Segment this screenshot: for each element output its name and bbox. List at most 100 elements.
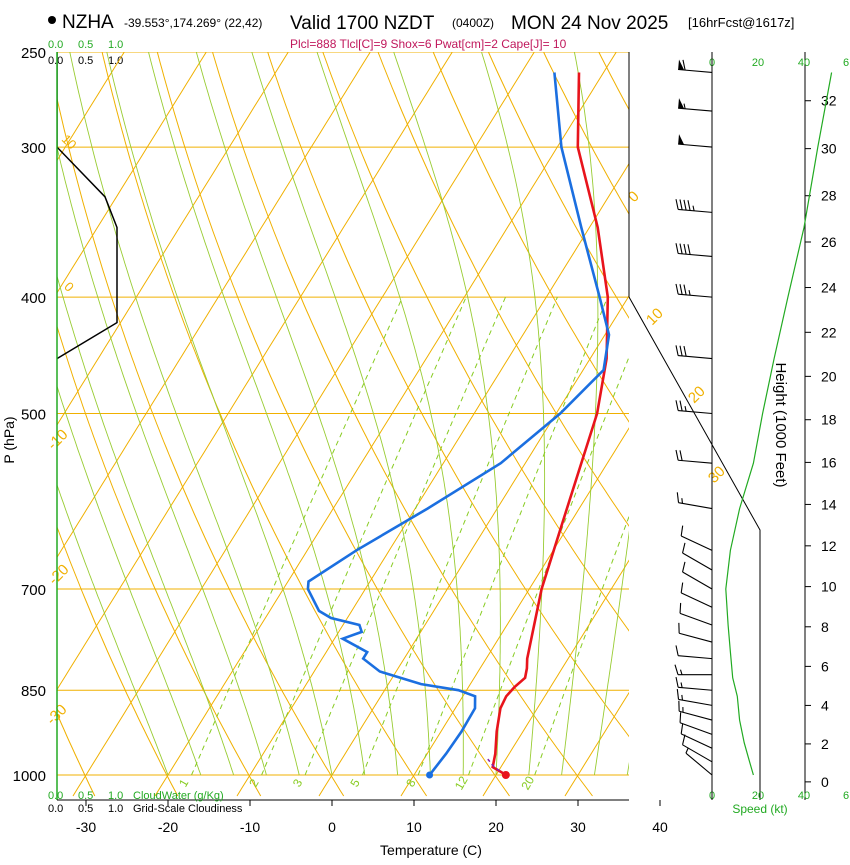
wind-barb-staff	[678, 69, 712, 72]
x-tick-label: -10	[240, 819, 260, 835]
wind-barb-pennant	[678, 98, 684, 108]
cloud-bot-black-tick-1: 0.5	[78, 803, 93, 815]
cloud-fraction-line	[57, 52, 117, 359]
wind-barb-half	[681, 683, 682, 688]
speed-top-tick: 40	[798, 57, 810, 69]
x-tick-label: 40	[652, 819, 668, 835]
wind-barb	[676, 284, 712, 297]
speed-bottom-tick-edge: 6	[843, 790, 849, 802]
isotherm-line	[483, 52, 850, 796]
x-tick-label: 0	[328, 819, 336, 835]
pressure-tick-label: 300	[21, 140, 46, 157]
dry-adiabat-line	[47, 52, 344, 796]
cloud-top2-tick-1: 0.5	[78, 55, 93, 67]
wind-barb-half	[685, 406, 686, 411]
wind-panel: 0246810121416182022242628303200202040406…	[629, 52, 849, 802]
wind-barb-flag	[675, 665, 678, 675]
wind-barb-flag	[683, 562, 685, 572]
wind-barb-staff	[679, 711, 712, 720]
wind-barb	[675, 665, 712, 675]
height-tick-label: 14	[821, 496, 837, 512]
dry-adiabat-line	[599, 52, 850, 796]
x-axis-label: Temperature (C)	[380, 842, 482, 858]
y-axis-label: P (hPa)	[1, 416, 17, 463]
wind-barb-flag	[676, 450, 678, 460]
wind-barb-flag	[676, 677, 678, 687]
mixing-ratio-label: 1	[176, 776, 192, 789]
dry-adiabat-line	[378, 52, 841, 796]
wind-barb-flag	[680, 284, 682, 294]
temperature-surface-marker	[502, 771, 510, 779]
height-tick-label: 16	[821, 454, 837, 470]
wind-barb-half	[682, 695, 683, 700]
station-dot	[48, 16, 56, 24]
cloud-top-tick-0: 0.0	[48, 39, 63, 51]
moist-adiabat-line	[475, 31, 545, 775]
cloudiness-label: Grid-Scale Cloudiness	[133, 803, 243, 815]
mixing-ratio-line	[363, 297, 558, 775]
wind-barb	[676, 199, 712, 212]
cloud-bot-green-tick-2: 1.0	[108, 790, 123, 802]
wind-barb	[683, 543, 712, 570]
mixing-ratio-line	[192, 297, 403, 775]
pressure-tick-label: 700	[21, 582, 46, 599]
dry-adiabat-line	[268, 52, 676, 796]
wind-barb	[678, 134, 712, 147]
wind-barb-staff	[679, 503, 712, 509]
wind-barb-flag	[677, 689, 678, 699]
cloud-top-tick-2: 1.0	[108, 39, 123, 51]
wind-barb-half	[686, 748, 688, 753]
wind-barb-half	[681, 670, 683, 675]
wind-barb-flag	[681, 724, 683, 734]
wind-barb-flag	[680, 346, 682, 356]
cloud-bot-black-tick-2: 1.0	[108, 803, 123, 815]
isotherm-line	[0, 52, 124, 796]
wind-barb	[686, 748, 712, 775]
wind-barb-flag	[680, 244, 682, 254]
wind-barb-flag	[684, 244, 686, 254]
isotherm-label: 30	[705, 463, 729, 487]
wind-barb	[681, 724, 712, 749]
moist-adiabat-line	[191, 31, 398, 775]
wind-barb	[676, 345, 712, 358]
wind-barb-staff	[679, 633, 712, 642]
wind-barb-staff	[678, 294, 712, 297]
sounding-series	[57, 52, 609, 779]
height-tick-label: 18	[821, 412, 837, 428]
wind-barb-staff	[680, 613, 712, 625]
wind-barb	[680, 603, 712, 625]
speed-top-tick: 20	[752, 57, 764, 69]
wind-barb	[683, 735, 712, 762]
isotherm-line	[0, 52, 370, 796]
wind-barb-flag	[688, 200, 690, 210]
mixing-ratio-line	[262, 297, 467, 775]
wind-barb-half	[684, 104, 685, 109]
height-tick-label: 22	[821, 324, 837, 340]
wind-barb-flag	[676, 199, 678, 209]
dry-adiabat-line	[213, 52, 593, 796]
height-tick-label: 2	[821, 736, 829, 752]
dry-adiabat-line	[544, 52, 850, 796]
speed-bottom-tick: 40	[798, 790, 810, 802]
x-tick-label: 20	[488, 819, 504, 835]
pressure-tick-label: 1000	[13, 768, 46, 785]
x-tick-label: 30	[570, 819, 586, 835]
wind-barb	[677, 492, 712, 508]
dry-adiabat-line	[488, 52, 850, 796]
station-name: NZHA	[62, 12, 114, 33]
wind-barb	[683, 562, 712, 589]
isotherm-label: -20	[45, 561, 72, 588]
cloud-bot-green-tick-1: 0.5	[78, 790, 93, 802]
isotherm-line	[0, 52, 452, 796]
dewpoint-surface-marker	[426, 772, 433, 779]
wind-barb-half	[693, 206, 694, 211]
cloud-bot-green-tick-0: 0.0	[48, 790, 63, 802]
wind-barb-pennant	[678, 134, 684, 144]
moist-adiabat-line	[143, 31, 365, 775]
wind-barb-flag	[684, 346, 686, 356]
wind-barb	[677, 689, 712, 705]
wind-barb-flag	[684, 285, 686, 295]
